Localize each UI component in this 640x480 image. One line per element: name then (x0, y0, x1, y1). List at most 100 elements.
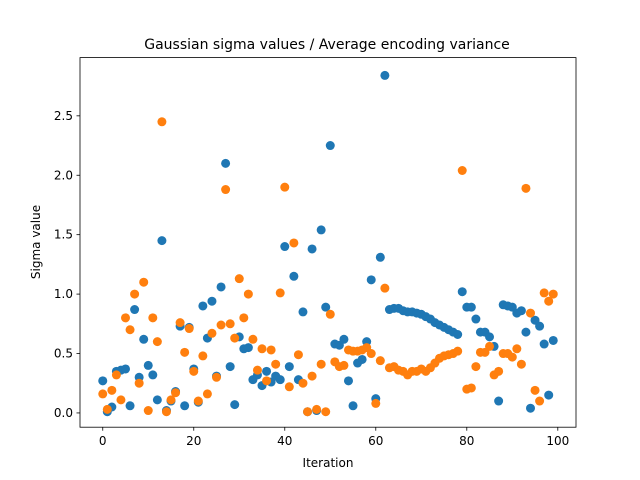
series-1-point (212, 372, 222, 382)
series-1-point (102, 404, 112, 414)
series-0-point (544, 390, 554, 400)
series-0-point (148, 370, 158, 380)
y-axis-label: Sigma value (29, 205, 43, 279)
series-1-point (189, 366, 199, 376)
x-tick-label: 100 (546, 434, 569, 448)
series-1-point (512, 344, 522, 354)
series-0-point (316, 225, 326, 235)
chart-title: Gaussian sigma values / Average encoding… (144, 37, 510, 53)
series-1-point (298, 378, 308, 388)
series-1-point (544, 296, 554, 306)
series-1-point (125, 325, 135, 335)
series-0-point (289, 271, 299, 281)
series-1-point (152, 337, 162, 347)
series-0-point (466, 302, 476, 312)
series-1-point (530, 385, 540, 395)
series-0-point (216, 282, 226, 292)
series-1-point (293, 350, 303, 360)
series-1-point (134, 378, 144, 388)
series-1-point (371, 398, 381, 408)
series-0-point (243, 343, 253, 353)
series-1-point (453, 346, 463, 356)
x-tick-label: 80 (459, 434, 474, 448)
series-0-point (198, 301, 208, 311)
y-tick-label: 2.0 (54, 168, 73, 182)
series-1-point (116, 395, 126, 405)
series-1-point (312, 404, 322, 414)
series-0-point (321, 302, 331, 312)
series-0-point (275, 375, 285, 385)
series-0-point (280, 242, 290, 252)
y-tick-label: 0.0 (54, 406, 73, 420)
series-1-point (271, 359, 281, 369)
series-1-point (375, 356, 385, 366)
x-axis-label: Iteration (303, 456, 354, 470)
series-1-point (143, 406, 153, 416)
series-1-point (535, 396, 545, 406)
series-0-point (539, 339, 549, 349)
series-1-point (166, 395, 176, 405)
series-1-point (130, 289, 140, 299)
series-1-point (121, 313, 130, 323)
series-0-point (180, 401, 190, 411)
series-0-point (121, 364, 130, 374)
series-0-point (307, 244, 317, 254)
series-1-point (157, 117, 167, 127)
series-0-point (284, 362, 294, 372)
series-1-point (180, 347, 190, 357)
series-1-point (262, 376, 272, 386)
series-1-point (230, 333, 240, 343)
series-1-point (171, 388, 181, 398)
series-0-point (453, 330, 463, 339)
series-0-point (157, 236, 167, 246)
series-0-point (221, 158, 231, 168)
series-0-point (494, 396, 504, 406)
series-0-point (262, 366, 272, 376)
series-0-point (348, 401, 358, 411)
y-tick-label: 1.0 (54, 287, 73, 301)
series-1-point (275, 288, 285, 298)
series-1-point (252, 365, 262, 375)
series-1-point (257, 344, 267, 354)
series-0-point (207, 296, 217, 306)
series-1-point (284, 382, 294, 392)
x-axis-ticks: 0 20 40 60 80 100 (99, 427, 569, 448)
series-1-point (548, 289, 558, 299)
series-0-point (485, 332, 495, 342)
series-1-point (243, 289, 253, 299)
series-0-point (230, 400, 240, 410)
series-0-point (152, 395, 162, 405)
series-1-point (98, 389, 108, 399)
series-1-point (366, 349, 376, 359)
series-1-point (307, 371, 317, 381)
series-0-point (343, 376, 353, 386)
series-1-point (248, 334, 258, 344)
x-tick-label: 60 (368, 434, 383, 448)
series-0-point (125, 401, 135, 411)
series-0-point (516, 306, 526, 316)
series-1-point (466, 383, 476, 393)
x-tick-label: 0 (99, 434, 107, 448)
series-0-point (143, 360, 153, 370)
series-1-point (111, 370, 121, 380)
series-1-point (339, 360, 349, 370)
series-1-point (216, 320, 226, 330)
series-1-point (234, 274, 244, 284)
series-1-point (457, 166, 467, 175)
series-1-point (521, 183, 531, 193)
series-1-point (325, 309, 335, 319)
series-0-point (380, 70, 390, 80)
series-0-point (225, 362, 235, 372)
series-1-point (207, 328, 217, 338)
plot-frame (79, 57, 577, 428)
series-1-point (380, 283, 390, 293)
y-tick-label: 1.5 (54, 228, 73, 242)
series-0-point (130, 305, 140, 315)
series-1-point (266, 345, 276, 355)
x-tick-label: 20 (186, 434, 201, 448)
series-1-point (184, 324, 194, 334)
series-1-point (485, 341, 495, 351)
series-0-point (457, 287, 467, 297)
series-1-point (471, 362, 481, 372)
x-tick-label: 40 (277, 434, 292, 448)
